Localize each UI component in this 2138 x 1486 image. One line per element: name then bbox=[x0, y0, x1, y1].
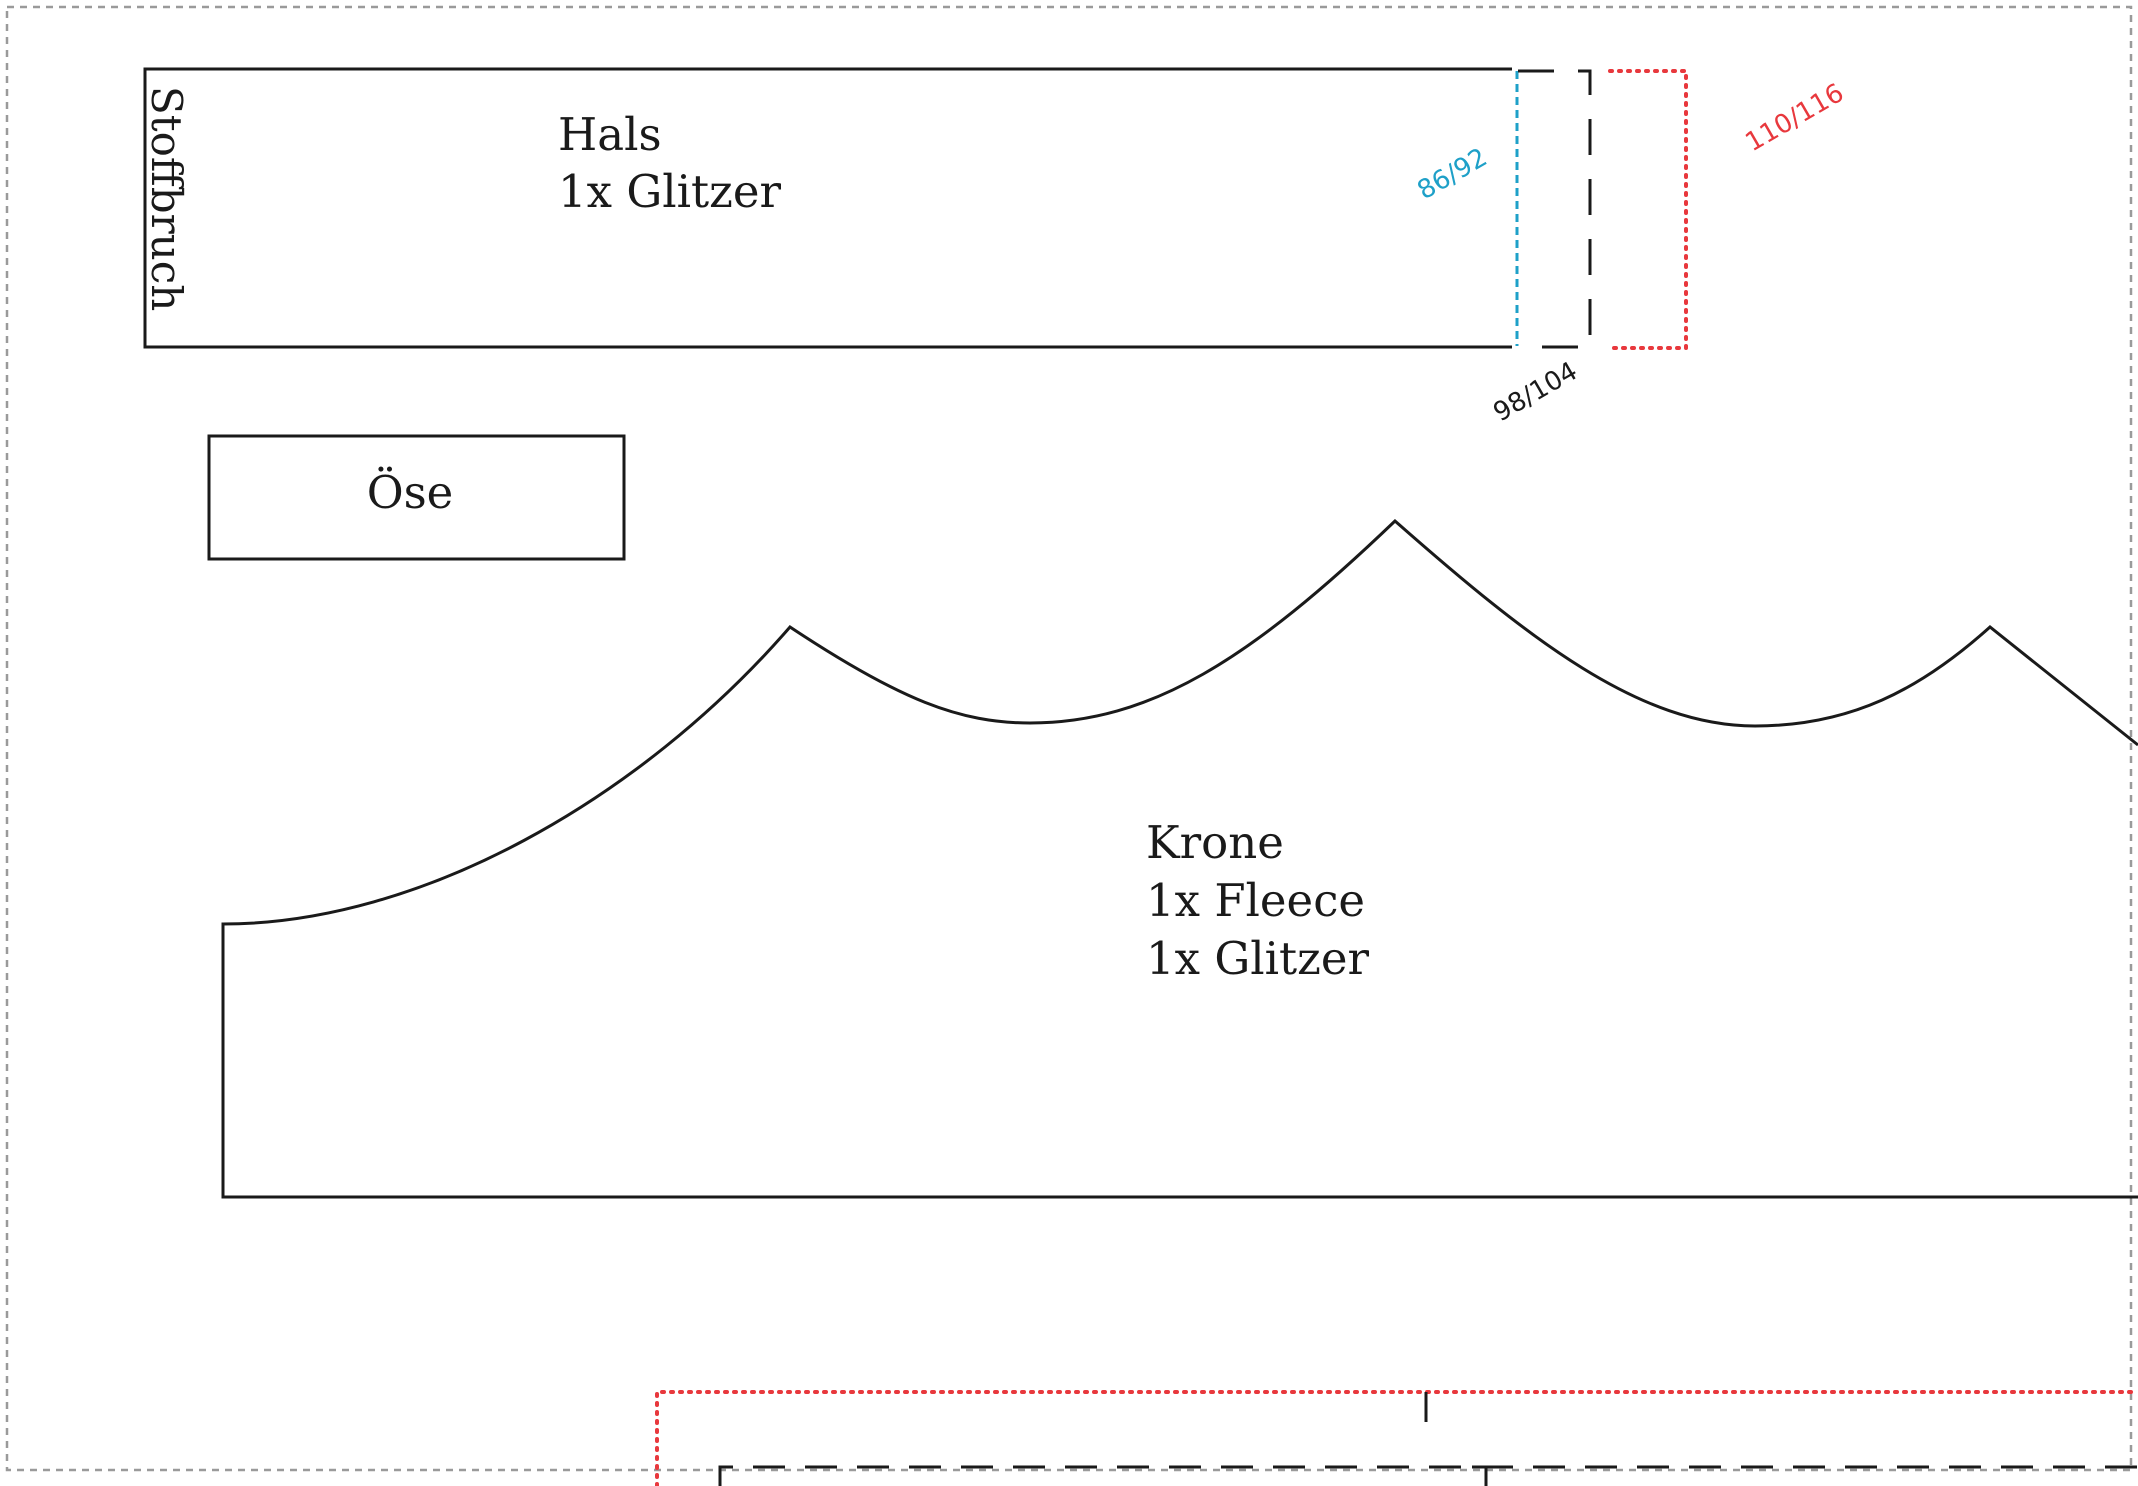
hals-line-size-110-116 bbox=[1608, 69, 1688, 350]
page-border bbox=[5, 5, 2133, 1472]
hals-piece: Hals 1x Glitzer Stoffbruch 86/92 98/104 … bbox=[142, 67, 1850, 428]
fold-label: Stoffbruch bbox=[142, 86, 191, 311]
partial-piece-outline-size-98-104 bbox=[718, 1465, 2138, 1486]
oese-outline bbox=[207, 434, 626, 561]
krone-outline bbox=[221, 518, 2138, 1199]
hals-line-size-98-104 bbox=[1518, 69, 1592, 349]
oese-piece: Öse bbox=[207, 434, 626, 561]
partial-piece-outline-size-110-116 bbox=[655, 1390, 2138, 1486]
hals-outline bbox=[143, 67, 1512, 349]
oese-title: Öse bbox=[367, 466, 454, 519]
krone-piece: Krone 1x Fleece 1x Glitzer bbox=[221, 518, 2138, 1199]
size-label-98-104: 98/104 bbox=[1489, 356, 1583, 428]
krone-cut-instruction-glitzer: 1x Glitzer bbox=[1146, 932, 1369, 985]
size-label-86-92: 86/92 bbox=[1413, 143, 1493, 206]
hals-title: Hals bbox=[558, 108, 662, 161]
krone-title: Krone bbox=[1146, 816, 1284, 869]
size-label-110-116: 110/116 bbox=[1741, 78, 1850, 158]
krone-cut-instruction-fleece: 1x Fleece bbox=[1146, 874, 1365, 927]
partial-piece-bottom bbox=[655, 1390, 2138, 1486]
hals-cut-instruction: 1x Glitzer bbox=[558, 165, 781, 218]
